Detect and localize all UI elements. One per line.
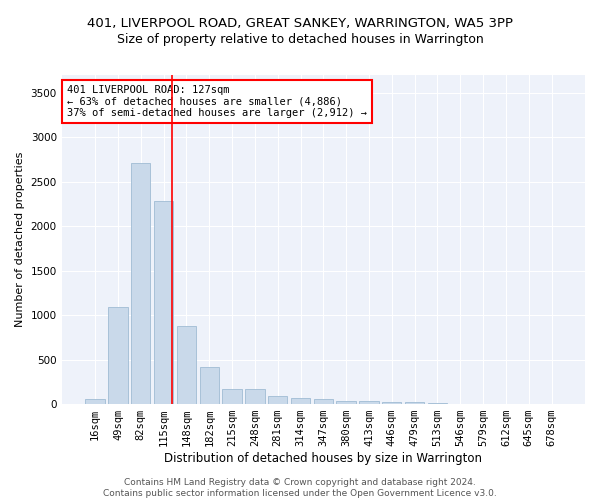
Bar [337,400,356,404]
Bar [223,390,242,404]
Bar [154,202,173,404]
Bar [291,398,310,404]
Bar [108,307,128,404]
Bar [405,402,424,404]
Text: 401, LIVERPOOL ROAD, GREAT SANKEY, WARRINGTON, WA5 3PP: 401, LIVERPOOL ROAD, GREAT SANKEY, WARRI… [87,18,513,30]
Bar [268,396,287,404]
Bar [428,403,447,404]
Y-axis label: Number of detached properties: Number of detached properties [15,152,25,327]
Bar [382,402,401,404]
Bar [314,399,333,404]
Bar [359,402,379,404]
Bar [85,399,105,404]
Bar [177,326,196,404]
Bar [131,163,151,404]
X-axis label: Distribution of detached houses by size in Warrington: Distribution of detached houses by size … [164,452,482,465]
Text: 401 LIVERPOOL ROAD: 127sqm
← 63% of detached houses are smaller (4,886)
37% of s: 401 LIVERPOOL ROAD: 127sqm ← 63% of deta… [67,85,367,118]
Bar [245,389,265,404]
Text: Contains HM Land Registry data © Crown copyright and database right 2024.
Contai: Contains HM Land Registry data © Crown c… [103,478,497,498]
Text: Size of property relative to detached houses in Warrington: Size of property relative to detached ho… [116,32,484,46]
Bar [200,367,219,404]
